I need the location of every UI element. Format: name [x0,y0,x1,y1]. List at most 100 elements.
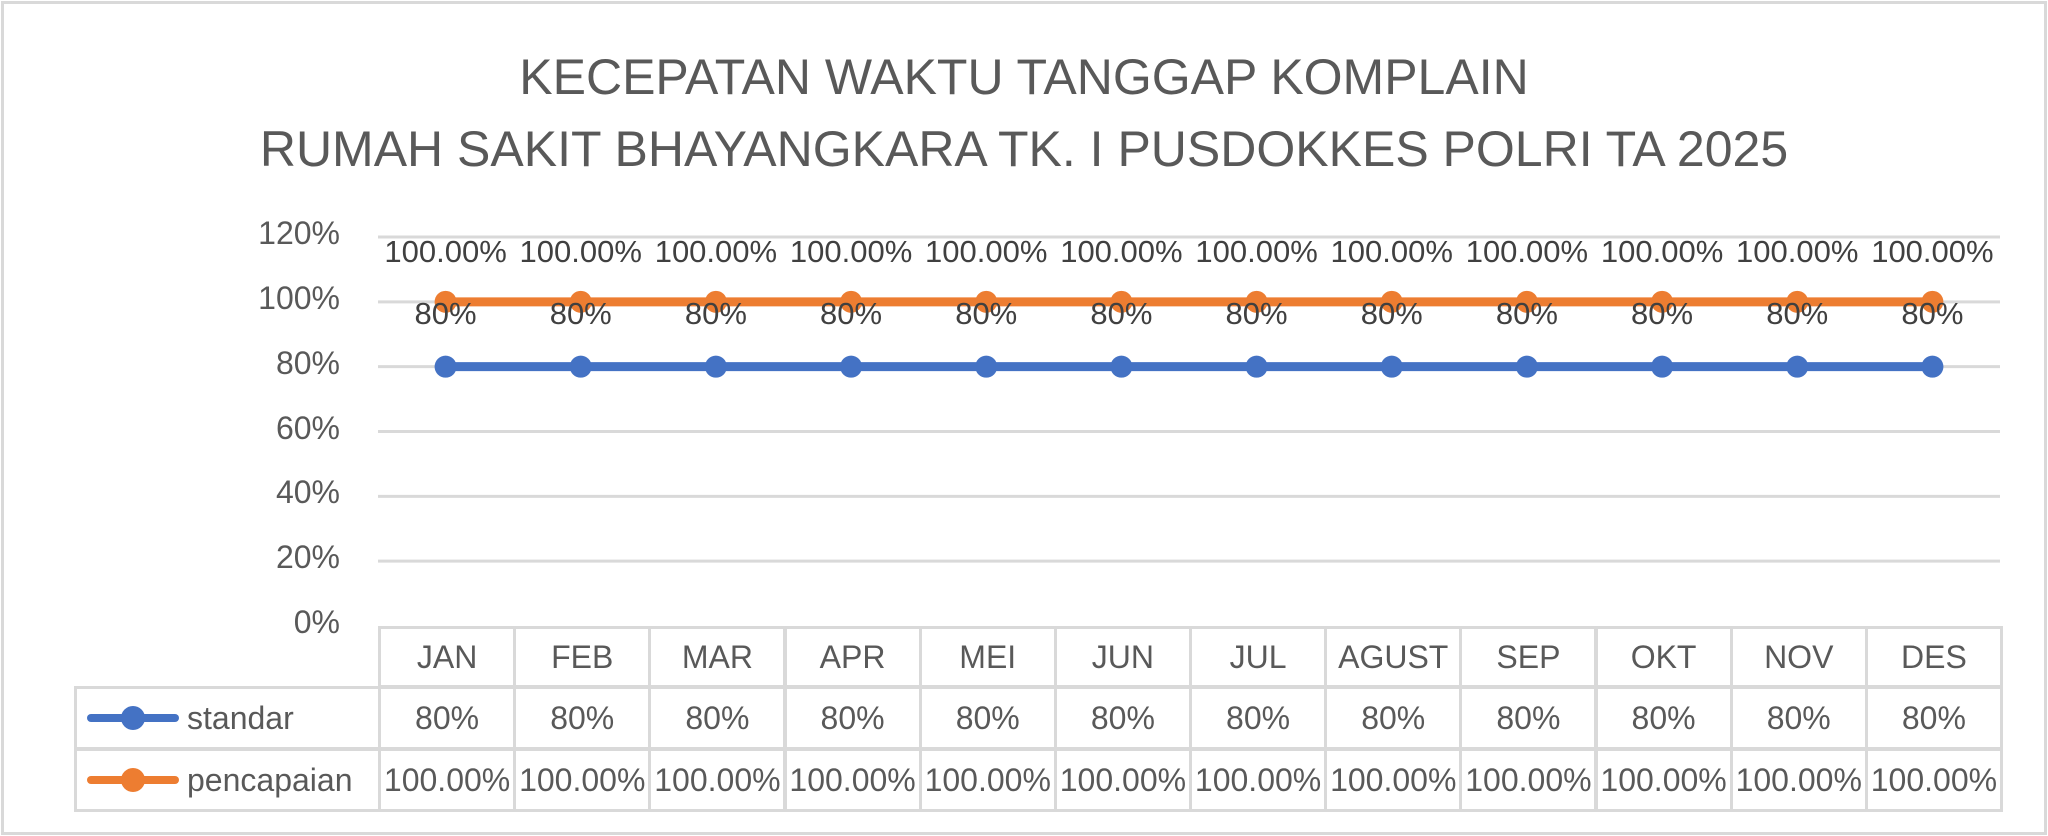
data-point-standar[interactable] [1515,355,1538,378]
table-cell: 80% [648,686,787,750]
legend-label: pencapaian [187,761,353,798]
legend-entry-pencapaian: pencapaian [74,748,381,812]
data-label-pencapaian: 100.00% [1330,233,1453,269]
data-point-standar[interactable] [1786,355,1809,378]
data-label-standar: 80% [1495,295,1558,331]
data-label-standar: 80% [1901,295,1964,331]
data-point-pencapaian[interactable] [1651,290,1674,313]
data-point-pencapaian[interactable] [975,290,998,313]
data-label-standar: 80% [414,295,477,331]
data-label-pencapaian: 100.00% [384,233,507,269]
table-header-cell: SEP [1459,626,1598,688]
data-label-standar: 80% [820,295,883,331]
table-cell: 100.00% [1459,748,1598,812]
table-header-cell: JUL [1189,626,1328,688]
chart-title: KECEPATAN WAKTU TANGGAP KOMPLAIN [519,49,1529,105]
data-label-pencapaian: 100.00% [789,233,913,269]
data-point-standar[interactable] [840,355,863,378]
table-cell: 80% [513,686,652,750]
table-cell: 80% [1053,686,1192,750]
data-label-standar: 80% [549,295,612,331]
data-label-pencapaian: 100.00% [1195,233,1318,269]
table-cell: 80% [1594,686,1733,750]
y-tick-label: 80% [275,344,340,381]
table-cell: 80% [1324,686,1463,750]
data-label-pencapaian: 100.00% [1600,233,1724,269]
table-header-cell: MAR [648,626,787,688]
table-header-cell: APR [783,626,922,688]
data-label-pencapaian: 100.00% [1060,233,1183,269]
table-cell: 100.00% [1053,748,1192,812]
table-cell: 100.00% [1189,748,1328,812]
table-cell: 100.00% [1594,748,1733,812]
legend-marker-icon [85,703,181,733]
table-header-cell: AGUST [1324,626,1463,688]
data-label-standar: 80% [1360,295,1423,331]
table-cell: 80% [378,686,517,750]
data-point-pencapaian[interactable] [1110,290,1133,313]
data-label-standar: 80% [684,295,747,331]
y-tick-label: 40% [275,474,340,511]
table-cell: 80% [1864,686,2003,750]
table-header-cell: MEI [918,626,1057,688]
legend-marker-icon [85,765,181,795]
table-header-cell: NOV [1729,626,1868,688]
data-point-pencapaian[interactable] [1380,290,1403,313]
table-header-cell: FEB [513,626,652,688]
y-tick-label: 0% [293,604,340,640]
data-point-standar[interactable] [1651,355,1674,378]
data-point-pencapaian[interactable] [569,290,592,313]
table-header-cell: OKT [1594,626,1733,688]
data-point-standar[interactable] [434,355,457,378]
table-header-cell: JAN [378,626,517,688]
data-label-pencapaian: 100.00% [1465,233,1589,269]
table-cell: 100.00% [513,748,652,812]
data-point-pencapaian[interactable] [1515,290,1538,313]
table-cell: 100.00% [1729,748,1868,812]
legend-entry-standar: standar [74,686,381,750]
y-tick-label: 120% [258,215,340,251]
data-label-standar: 80% [1225,295,1288,331]
data-point-standar[interactable] [1921,355,1944,378]
legend-label: standar [187,699,294,736]
data-point-standar[interactable] [704,355,727,378]
data-point-standar[interactable] [1380,355,1403,378]
table-cell: 80% [1189,686,1328,750]
data-label-pencapaian: 100.00% [925,233,1048,269]
table-cell: 80% [1459,686,1598,750]
data-label-pencapaian: 100.00% [1871,233,1994,269]
data-point-standar[interactable] [975,355,998,378]
data-point-standar[interactable] [1110,355,1133,378]
table-cell: 80% [783,686,922,750]
table-cell: 100.00% [783,748,922,812]
data-point-pencapaian[interactable] [1245,290,1268,313]
data-point-pencapaian[interactable] [704,290,727,313]
table-cell: 80% [1729,686,1868,750]
table-cell: 80% [918,686,1057,750]
table-cell: 100.00% [648,748,787,812]
y-tick-label: 100% [258,279,340,316]
y-tick-label: 60% [275,409,340,446]
table-cell: 100.00% [1324,748,1463,812]
table-cell: 100.00% [378,748,517,812]
data-point-pencapaian[interactable] [1786,290,1809,313]
chart-subtitle: RUMAH SAKIT BHAYANGKARA TK. I PUSDOKKES … [259,121,1789,177]
data-point-standar[interactable] [569,355,592,378]
data-label-pencapaian: 100.00% [519,233,642,269]
data-point-pencapaian[interactable] [434,290,457,313]
data-label-standar: 80% [955,295,1018,331]
data-label-pencapaian: 100.00% [1736,233,1859,269]
data-label-standar: 80% [1631,295,1694,331]
data-point-standar[interactable] [1245,355,1268,378]
table-header-cell: JUN [1053,626,1192,688]
table-cell: 100.00% [918,748,1057,812]
data-label-standar: 80% [1766,295,1829,331]
data-point-pencapaian[interactable] [1921,290,1944,313]
data-point-pencapaian[interactable] [840,290,863,313]
table-cell: 100.00% [1864,748,2003,812]
data-label-pencapaian: 100.00% [654,233,778,269]
data-label-standar: 80% [1090,295,1153,331]
y-tick-label: 20% [275,539,340,576]
